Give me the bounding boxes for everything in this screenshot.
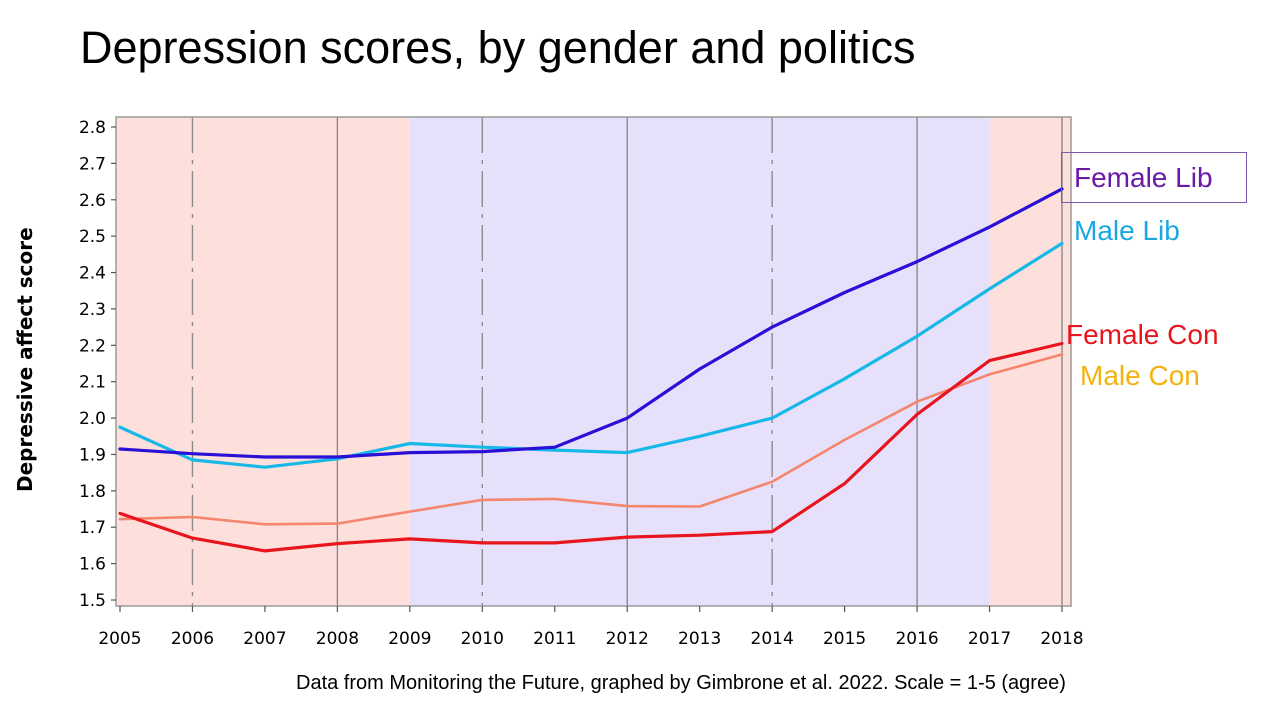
y-tick-label: 1.8 <box>79 482 106 502</box>
x-tick-label: 2007 <box>243 629 286 649</box>
source-note: Data from Monitoring the Future, graphed… <box>296 672 1066 694</box>
y-tick-label: 2.8 <box>79 118 106 138</box>
x-tick-label: 2014 <box>751 629 794 649</box>
y-tick-label: 2.6 <box>79 191 106 211</box>
series-line-female-con <box>118 341 1064 553</box>
y-tick-label: 2.0 <box>79 409 106 429</box>
y-tick-label: 1.7 <box>79 518 106 538</box>
x-tick-label: 2017 <box>968 629 1011 649</box>
y-tick-label: 2.7 <box>79 154 106 174</box>
y-tick-label: 2.2 <box>79 336 106 356</box>
plot-frame <box>115 116 1072 607</box>
x-tick-label: 2018 <box>1040 629 1083 649</box>
x-tick-label: 2009 <box>388 629 431 649</box>
series-label-female-con: Female Con <box>1066 319 1219 350</box>
x-tick-label: 2011 <box>533 629 576 649</box>
series-line-male-lib <box>118 241 1064 469</box>
series-label-female-lib: Female Lib <box>1074 162 1213 193</box>
y-tick-label: 2.5 <box>79 227 106 247</box>
shaded-period <box>989 117 1071 606</box>
female-lib-label-box <box>1061 152 1247 203</box>
y-tick-label: 1.5 <box>79 591 106 611</box>
x-tick-label: 2006 <box>171 629 214 649</box>
y-tick-label: 1.6 <box>79 555 106 575</box>
x-tick-label: 2015 <box>823 629 866 649</box>
x-tick-label: 2013 <box>678 629 721 649</box>
series-line-female-lib <box>118 187 1064 459</box>
shaded-period <box>116 117 410 606</box>
x-tick-label: 2010 <box>461 629 504 649</box>
series-label-male-lib: Male Lib <box>1074 215 1180 246</box>
x-tick-label: 2005 <box>98 629 141 649</box>
x-tick-label: 2016 <box>895 629 938 649</box>
x-tick-label: 2012 <box>606 629 649 649</box>
y-tick-label: 2.1 <box>79 373 106 393</box>
series-label-male-con: Male Con <box>1080 360 1200 391</box>
slide-title: Depression scores, by gender and politic… <box>80 22 916 73</box>
series-line-male-con <box>118 353 1064 526</box>
y-tick-label: 2.4 <box>79 264 106 284</box>
x-tick-label: 2008 <box>316 629 359 649</box>
y-tick-label: 1.9 <box>79 445 106 465</box>
shaded-period <box>409 117 990 606</box>
y-tick-label: 2.3 <box>79 300 106 320</box>
